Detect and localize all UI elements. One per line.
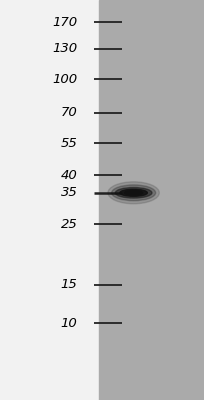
Text: 15: 15 <box>61 278 78 291</box>
Ellipse shape <box>124 190 143 195</box>
Text: 70: 70 <box>61 106 78 119</box>
Text: 35: 35 <box>61 186 78 199</box>
Bar <box>0 0 99 400</box>
Ellipse shape <box>108 182 159 204</box>
Bar <box>99 0 204 400</box>
Text: 40: 40 <box>61 169 78 182</box>
Text: 130: 130 <box>52 42 78 55</box>
Text: 55: 55 <box>61 137 78 150</box>
Ellipse shape <box>120 189 147 196</box>
Ellipse shape <box>112 185 156 201</box>
Text: 10: 10 <box>61 317 78 330</box>
Text: 25: 25 <box>61 218 78 230</box>
Text: 100: 100 <box>52 73 78 86</box>
Ellipse shape <box>115 188 152 198</box>
Text: 170: 170 <box>52 16 78 28</box>
